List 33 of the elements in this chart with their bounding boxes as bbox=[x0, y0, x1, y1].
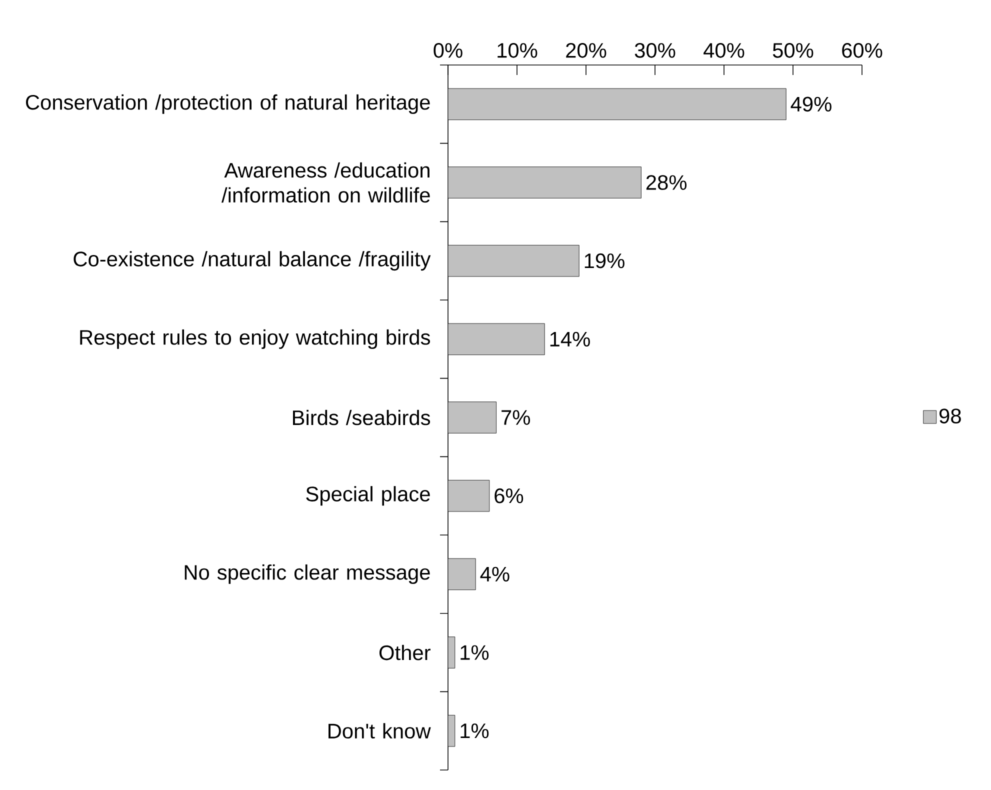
bar bbox=[448, 402, 496, 434]
data-label: 28% bbox=[646, 175, 687, 190]
data-label: 4% bbox=[480, 566, 510, 582]
bar bbox=[448, 244, 580, 277]
bar bbox=[448, 323, 545, 356]
x-tick-label: 50% bbox=[772, 43, 814, 58]
data-label: 19% bbox=[584, 253, 624, 268]
data-label: 7% bbox=[502, 410, 530, 425]
bar bbox=[448, 558, 476, 590]
y-tick-label: Conservation /protection of natural heritage bbox=[26, 94, 430, 114]
data-label: 1% bbox=[460, 724, 489, 738]
x-tick-label: 40% bbox=[704, 43, 744, 58]
x-tick-label: 60% bbox=[842, 43, 882, 58]
x-tick-label: 10% bbox=[498, 43, 538, 58]
y-tick-label: Don't know bbox=[328, 723, 431, 739]
data-label: 1% bbox=[460, 645, 489, 660]
y-tick-label: Special place bbox=[306, 486, 430, 506]
y-tick-label: Other bbox=[379, 644, 430, 660]
y-tick-label: No specific clear message bbox=[184, 564, 430, 584]
x-tick-label: 20% bbox=[566, 43, 606, 58]
bar bbox=[448, 88, 786, 120]
data-label: 49% bbox=[790, 96, 832, 112]
bar bbox=[448, 166, 642, 198]
y-tick-label: Awareness /education /information on wildlife bbox=[222, 162, 430, 203]
y-tick-label: Respect rules to enjoy watching birds bbox=[80, 329, 430, 349]
x-tick-label: 30% bbox=[634, 43, 676, 58]
legend-label: 98 bbox=[940, 408, 961, 424]
bar bbox=[448, 480, 490, 512]
y-tick-label: Birds /seabirds bbox=[293, 410, 430, 426]
x-tick-label: 0% bbox=[434, 43, 462, 58]
data-label: 6% bbox=[494, 488, 524, 504]
data-label: 14% bbox=[550, 332, 590, 346]
y-tick-label: Co-existence /natural balance /fragility bbox=[74, 251, 431, 271]
